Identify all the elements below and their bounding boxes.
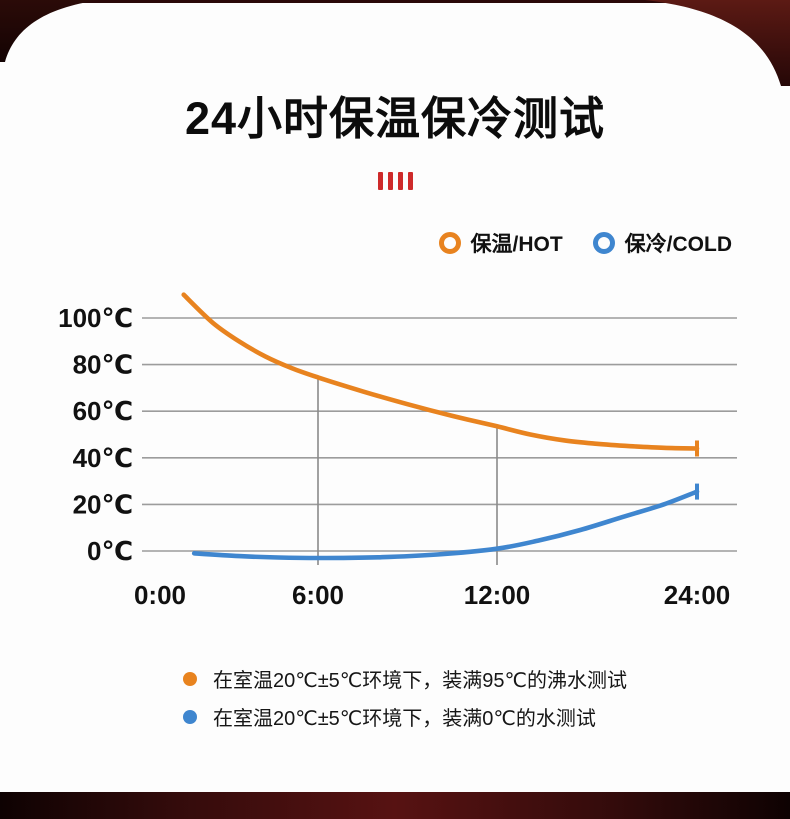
legend-item: 保温/HOT	[438, 228, 563, 258]
footnote-text: 在室温20℃±5℃环境下，装满0℃的水测试	[213, 708, 596, 730]
decor-mark-bar	[407, 172, 413, 190]
legend-ring-icon	[438, 232, 461, 254]
x-axis-label: 12:00	[464, 580, 531, 610]
page-title: 24小时保温保冷测试	[184, 93, 606, 144]
series-line-hot	[181, 292, 700, 451]
y-axis-label: 100℃	[58, 303, 133, 333]
footnote-row: 在室温20℃±5℃环境下，装满95℃的沸水测试	[183, 664, 627, 693]
corner-decoration-right	[645, 0, 790, 86]
y-axis-label: 60℃	[73, 396, 133, 426]
corner-decoration-left	[0, 0, 100, 62]
footnote-dot-icon	[183, 709, 197, 724]
decor-mark-bar	[397, 172, 403, 190]
top-frame-decoration	[0, 0, 790, 86]
legend-item: 保冷/COLD	[592, 228, 732, 258]
decor-marks	[0, 172, 790, 190]
legend-label: 保温/HOT	[470, 233, 563, 256]
legend-ring-icon	[592, 232, 615, 254]
x-axis-label: 0:00	[134, 580, 186, 610]
x-axis-label: 6:00	[292, 580, 344, 610]
x-axis-label: 24:00	[664, 580, 731, 610]
chart-legend: 保温/HOT 保冷/COLD	[438, 228, 732, 258]
y-axis-label: 80℃	[73, 350, 133, 380]
footnote-dot-icon	[183, 671, 197, 686]
temperature-chart: 100℃ 80℃ 60℃ 40℃ 20℃ 0℃ 0:00 6:00 12:00 24:00	[0, 288, 790, 618]
decor-mark-bar	[387, 172, 393, 190]
y-axis-label: 40℃	[73, 443, 133, 473]
bottom-bar	[0, 792, 790, 819]
y-axis-label: 0℃	[87, 536, 133, 566]
top-edge-strip	[0, 0, 790, 3]
series-line-cold	[191, 489, 700, 561]
y-axis-label: 20℃	[73, 489, 133, 519]
decor-mark-bar	[377, 172, 383, 190]
footnote-text: 在室温20℃±5℃环境下，装满95℃的沸水测试	[213, 670, 627, 692]
footnotes: 在室温20℃±5℃环境下，装满95℃的沸水测试 在室温20℃±5℃环境下，装满0℃…	[183, 664, 627, 731]
footnote-row: 在室温20℃±5℃环境下，装满0℃的水测试	[183, 702, 627, 731]
legend-label: 保冷/COLD	[624, 233, 732, 256]
